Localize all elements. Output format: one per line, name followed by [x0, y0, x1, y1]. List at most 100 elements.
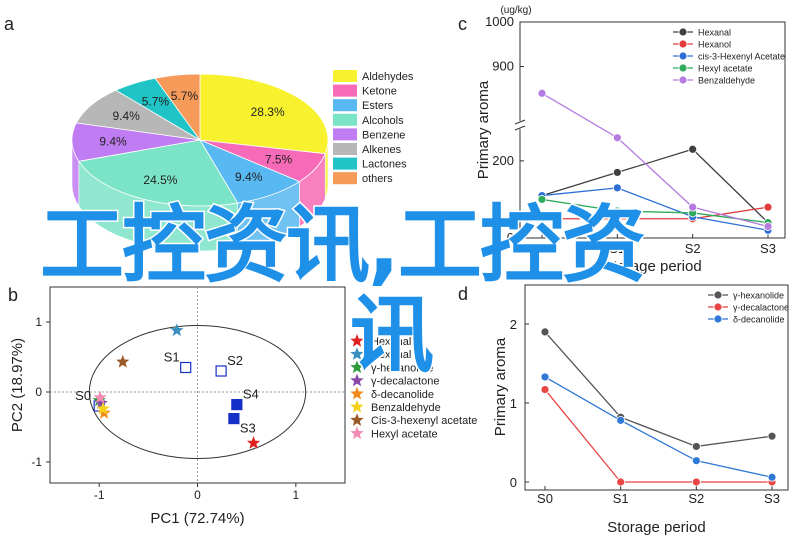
- pie-slice-esters: [199, 139, 301, 204]
- d-line-1: [544, 389, 772, 483]
- c-point-1-0: [537, 214, 547, 224]
- pca-legend-label-3: γ-decalactone: [371, 376, 440, 388]
- c-legend-label-1: Hexanol: [698, 40, 731, 50]
- c-point-3-0: [537, 195, 547, 204]
- pca-xtick-label-0: -1: [94, 488, 105, 502]
- d-point-0-0: [540, 327, 550, 337]
- pca-legend-label-7: Hexyl acetate: [371, 428, 438, 440]
- pie-label-2: 9.4%: [235, 170, 263, 184]
- pca-ylabel: PC2 (18.97%): [9, 338, 26, 432]
- c-line-1: [542, 206, 769, 220]
- pca-legend-label-6: Cis-3-hexenyl acetate: [371, 415, 477, 427]
- c-legend-marker-0: [678, 27, 688, 37]
- pie-label-5: 9.4%: [112, 109, 140, 123]
- c-line-4: [541, 92, 769, 228]
- pie-legend-swatch-1: [333, 84, 357, 97]
- panel-b-letter: b: [8, 285, 18, 305]
- pca-var-point-3: [94, 396, 108, 409]
- watermark-line2: 讯: [348, 285, 435, 386]
- pca-legend-label-0: Hexanal: [371, 336, 411, 348]
- pca-var-point-5: [96, 401, 110, 415]
- pca-legend-label-1: Hexanal: [371, 349, 411, 361]
- c-point-1-3: [763, 202, 773, 212]
- pie-legend-swatch-7: [333, 172, 357, 185]
- pca-legend-star-4: [350, 386, 364, 400]
- c-line-0: [541, 148, 769, 224]
- pca-ytick-label-0: 1: [35, 315, 42, 329]
- c-legend-marker-3: [678, 63, 688, 73]
- pca-ytick-label-1: 0: [35, 385, 42, 399]
- c-ylabel: Primary aroma: [475, 80, 492, 179]
- c-break-mark-1: [514, 119, 526, 125]
- c-xtick-label-0: S0: [534, 241, 550, 256]
- pie-legend-swatch-2: [333, 99, 357, 112]
- panel-d-letter: d: [458, 284, 468, 304]
- d-point-2-1: [616, 415, 626, 425]
- pca-sample-label-2: S2: [227, 353, 243, 368]
- pie-label-7: 5.7%: [171, 89, 199, 103]
- c-frame: [519, 21, 786, 239]
- d-legend-label-1: γ-decalactone: [733, 303, 789, 313]
- pca-legend-label-5: Benzaldehyde: [371, 402, 441, 414]
- d-point-2-2: [691, 456, 701, 466]
- c-point-0-1: [612, 168, 622, 177]
- d-xtick-label-2: S2: [688, 491, 704, 506]
- d-ytick-label-1: 1: [510, 396, 517, 411]
- pca-legend-star-5: [350, 400, 364, 413]
- pie-legend-swatch-5: [333, 143, 357, 155]
- c-point-3-1: [612, 206, 622, 216]
- pie-label-0: 28.3%: [251, 105, 285, 119]
- pca-sample-label-3: S3: [240, 421, 256, 436]
- d-legend-label-2: δ-decanolide: [733, 315, 785, 325]
- c-break-gap: [514, 121, 526, 129]
- pca-sample-label-4: S4: [243, 387, 259, 402]
- pie-label-6: 5.7%: [142, 94, 170, 108]
- pie-legend-label-2: Esters: [362, 100, 394, 112]
- pca-ytick-label-2: -1: [31, 455, 42, 469]
- c-xtick-label-3: S3: [760, 241, 776, 256]
- pca-legend-label-2: γ-hexanolide: [371, 362, 433, 374]
- pie-slice-benzene: [71, 122, 201, 162]
- c-xtick-label-1: S1: [609, 241, 625, 256]
- pca-legend-star-2: [350, 360, 364, 374]
- c-line-2: [541, 187, 769, 231]
- pie-legend-label-6: Lactones: [362, 159, 407, 171]
- c-point-4-0: [537, 88, 547, 98]
- c-point-0-2: [688, 144, 698, 154]
- c-legend-marker-1: [678, 39, 688, 49]
- c-ytick-label-2: 200: [492, 153, 514, 168]
- pca-sample-S1: [180, 361, 192, 374]
- pie-label-1: 7.5%: [265, 152, 293, 166]
- c-xlabel: Storage period: [603, 258, 701, 275]
- pca-xlabel: PC1 (72.74%): [150, 510, 244, 527]
- pie-legend-label-7: others: [362, 173, 393, 185]
- d-point-1-1: [616, 477, 626, 487]
- d-point-1-2: [691, 477, 701, 487]
- watermark-line1: 工控资讯,工控资: [39, 195, 648, 296]
- pca-legend-label-4: δ-decanolide: [371, 389, 434, 401]
- d-line-0: [544, 331, 773, 448]
- pie-label-3: 24.5%: [143, 173, 177, 187]
- pca-ellipse: [88, 325, 307, 459]
- d-ytick-label-0: 2: [510, 317, 517, 332]
- pca-legend-star-6: [350, 413, 364, 426]
- d-ytick-label-2: 0: [510, 475, 517, 490]
- pie-slice-alkenes: [75, 89, 201, 141]
- c-point-2-1: [612, 183, 622, 193]
- c-line-3: [541, 198, 769, 224]
- pie-legend-swatch-4: [333, 128, 357, 141]
- pie-legend-label-0: Aldehydes: [362, 71, 414, 83]
- d-legend-marker-0: [713, 290, 723, 300]
- pca-sample-S4: [231, 399, 243, 411]
- c-break-mark-2: [514, 125, 526, 131]
- pie-slice-others: [154, 73, 201, 142]
- c-legend-marker-2: [678, 51, 688, 61]
- d-point-0-3: [767, 431, 777, 441]
- pca-xtick-label-2: 1: [292, 488, 299, 502]
- pie-legend-swatch-0: [333, 70, 357, 82]
- d-xtick-label-3: S3: [764, 491, 780, 506]
- panel-c-letter: c: [458, 14, 467, 34]
- c-ytick-label-1: 900: [492, 59, 514, 74]
- c-ytick-label-3: 0: [507, 230, 514, 245]
- d-point-0-2: [691, 442, 701, 451]
